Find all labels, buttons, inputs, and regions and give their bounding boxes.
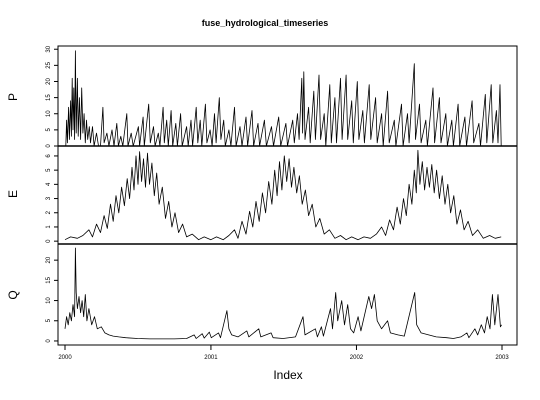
x-tick-label: 2002: [350, 355, 364, 361]
panel-frame-q: [57, 243, 518, 346]
y-tick-label-q: 10: [46, 297, 52, 304]
y-tick-label-e: 6: [46, 154, 52, 158]
y-tick-label-p: 0: [46, 144, 52, 148]
y-tick-label-e: 2: [46, 210, 52, 214]
panel-ylabel-q: Q: [6, 290, 20, 299]
series-line-e: [64, 149, 502, 241]
chart-marks: 0 5 10 15 20 25 30 0 1 2 3 4 5 6 0 5 10 15 20 2000 2001 2002 2…: [46, 45, 509, 361]
y-tick-label-p: 25: [46, 61, 52, 68]
y-tick-label-p: 10: [46, 110, 52, 117]
y-tick-label-e: 1: [46, 225, 52, 229]
x-tick-label: 2001: [204, 355, 218, 361]
x-tick-label: 2000: [58, 355, 72, 361]
y-tick-label-e: 4: [46, 182, 52, 186]
panel-ylabel-p: P: [6, 93, 20, 101]
y-tick-label-q: 15: [46, 276, 52, 283]
y-tick-label-p: 20: [46, 77, 52, 84]
panel-ylabel-e: E: [6, 190, 20, 198]
y-tick-label-e: 0: [46, 239, 52, 243]
y-tick-label-e: 3: [46, 196, 52, 200]
panel-frame-p: [57, 45, 518, 147]
series-line-p: [65, 50, 502, 147]
y-tick-label-p: 15: [46, 94, 52, 101]
y-tick-label-q: 20: [46, 256, 52, 263]
y-tick-label-p: 5: [46, 128, 52, 132]
x-tick-label: 2003: [495, 355, 509, 361]
x-axis-label: Index: [273, 368, 302, 382]
y-tick-label-e: 5: [46, 168, 52, 172]
panel-frame-e: [57, 145, 518, 245]
chart-title: fuse_hydrological_timeseries: [202, 18, 329, 28]
y-tick-label-q: 0: [46, 339, 52, 343]
y-tick-label-q: 5: [46, 318, 52, 322]
y-tick-label-p: 30: [46, 45, 52, 52]
series-line-q: [64, 247, 502, 340]
